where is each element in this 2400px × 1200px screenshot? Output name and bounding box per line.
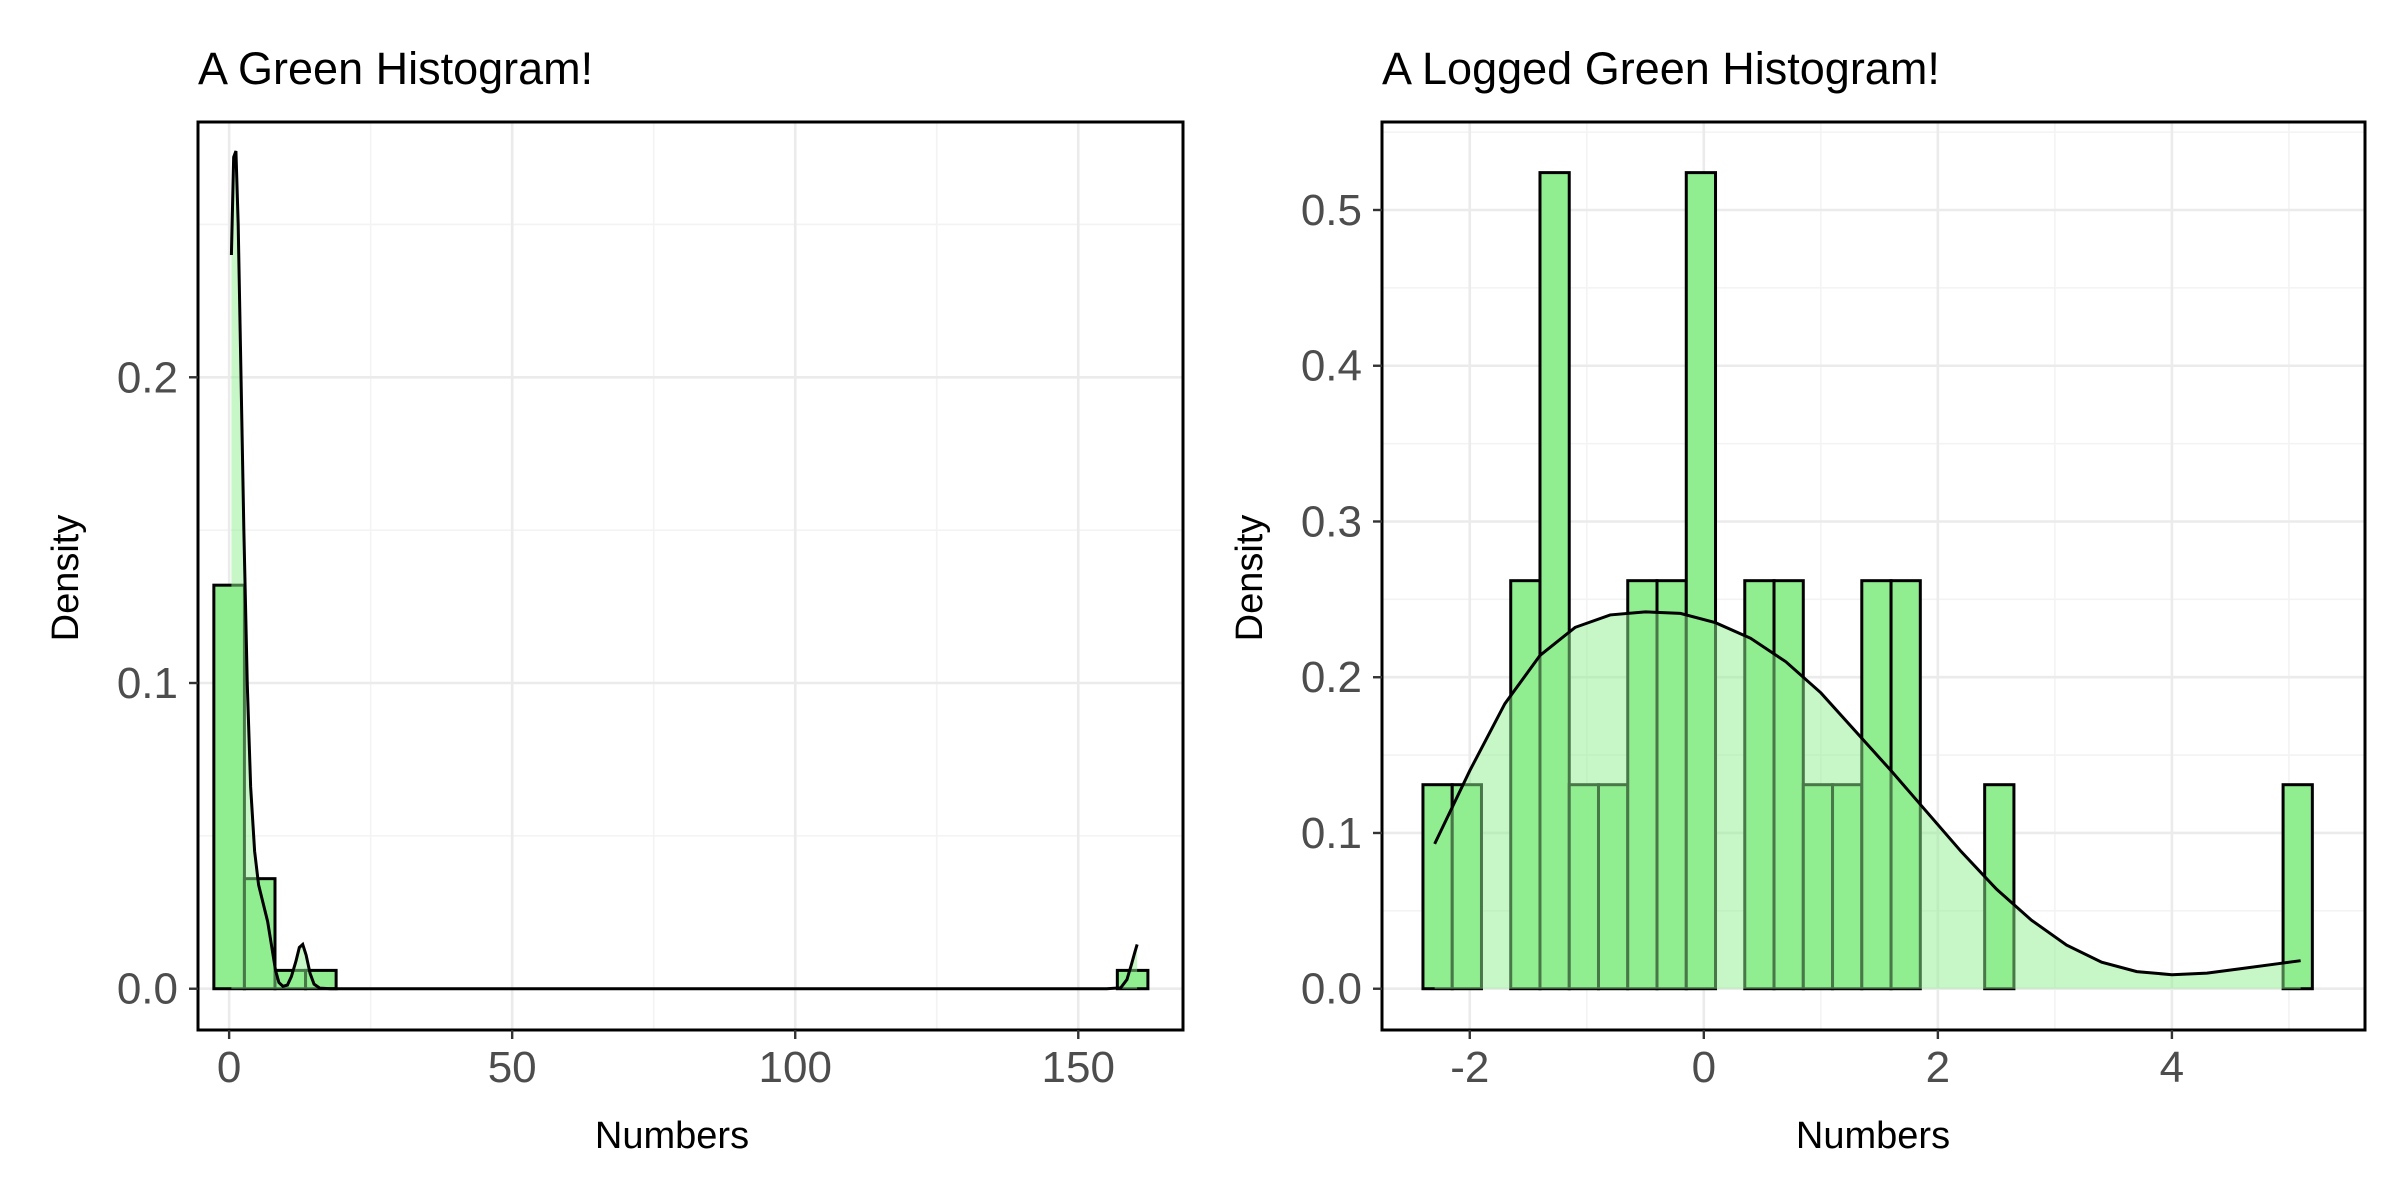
y-tick-label: 0.4 bbox=[1301, 342, 1362, 391]
plot-area: 0 50 100 150 0.0 0.1 0.2 bbox=[117, 120, 1185, 1092]
density-curve bbox=[1433, 610, 2301, 977]
x-tick-label: 0 bbox=[217, 1043, 241, 1092]
x-tick-label: 100 bbox=[759, 1043, 832, 1092]
x-tick-label: 0 bbox=[1692, 1043, 1716, 1092]
panel-border bbox=[196, 120, 1185, 1032]
x-tick-label: 50 bbox=[488, 1043, 537, 1092]
y-tick-label: 0.2 bbox=[117, 353, 178, 402]
density-area bbox=[1434, 611, 2301, 989]
panel-green-histogram: 0 50 100 150 0.0 0.1 0.2 A Green Histogram! De… bbox=[45, 43, 1185, 1157]
panel-logged-green-histogram: -2 0 2 4 0.0 0.1 0.2 0.3 0.4 0.5 A Logged Green H… bbox=[1229, 43, 2367, 1157]
y-tick-label: 0.5 bbox=[1301, 186, 1362, 235]
x-axis-label: Numbers bbox=[595, 1115, 749, 1157]
density-curve bbox=[229, 150, 1139, 991]
y-tick-label: 0.0 bbox=[117, 965, 178, 1014]
y-axis-label: Density bbox=[45, 515, 87, 642]
histogram-bar bbox=[2281, 783, 2314, 991]
x-tick-label: 150 bbox=[1042, 1043, 1115, 1092]
x-axis-label: Numbers bbox=[1796, 1115, 1950, 1157]
y-tick-label: 0.0 bbox=[1301, 965, 1362, 1014]
plot-area: -2 0 2 4 0.0 0.1 0.2 0.3 0.4 0.5 bbox=[1301, 120, 2367, 1092]
y-tick-label: 0.1 bbox=[117, 659, 178, 708]
x-tick-label: -2 bbox=[1450, 1043, 1489, 1092]
y-axis-label: Density bbox=[1229, 515, 1271, 642]
panel-border bbox=[1380, 120, 2367, 1032]
y-tick-label: 0.1 bbox=[1301, 809, 1362, 858]
x-tick-label: 4 bbox=[2160, 1043, 2184, 1092]
x-tick-label: 2 bbox=[1926, 1043, 1950, 1092]
y-tick-label: 0.2 bbox=[1301, 653, 1362, 702]
chart-title: A Green Histogram! bbox=[198, 43, 593, 94]
y-tick-label: 0.3 bbox=[1301, 497, 1362, 546]
density-area bbox=[231, 151, 1138, 989]
chart-title: A Logged Green Histogram! bbox=[1382, 43, 1940, 94]
